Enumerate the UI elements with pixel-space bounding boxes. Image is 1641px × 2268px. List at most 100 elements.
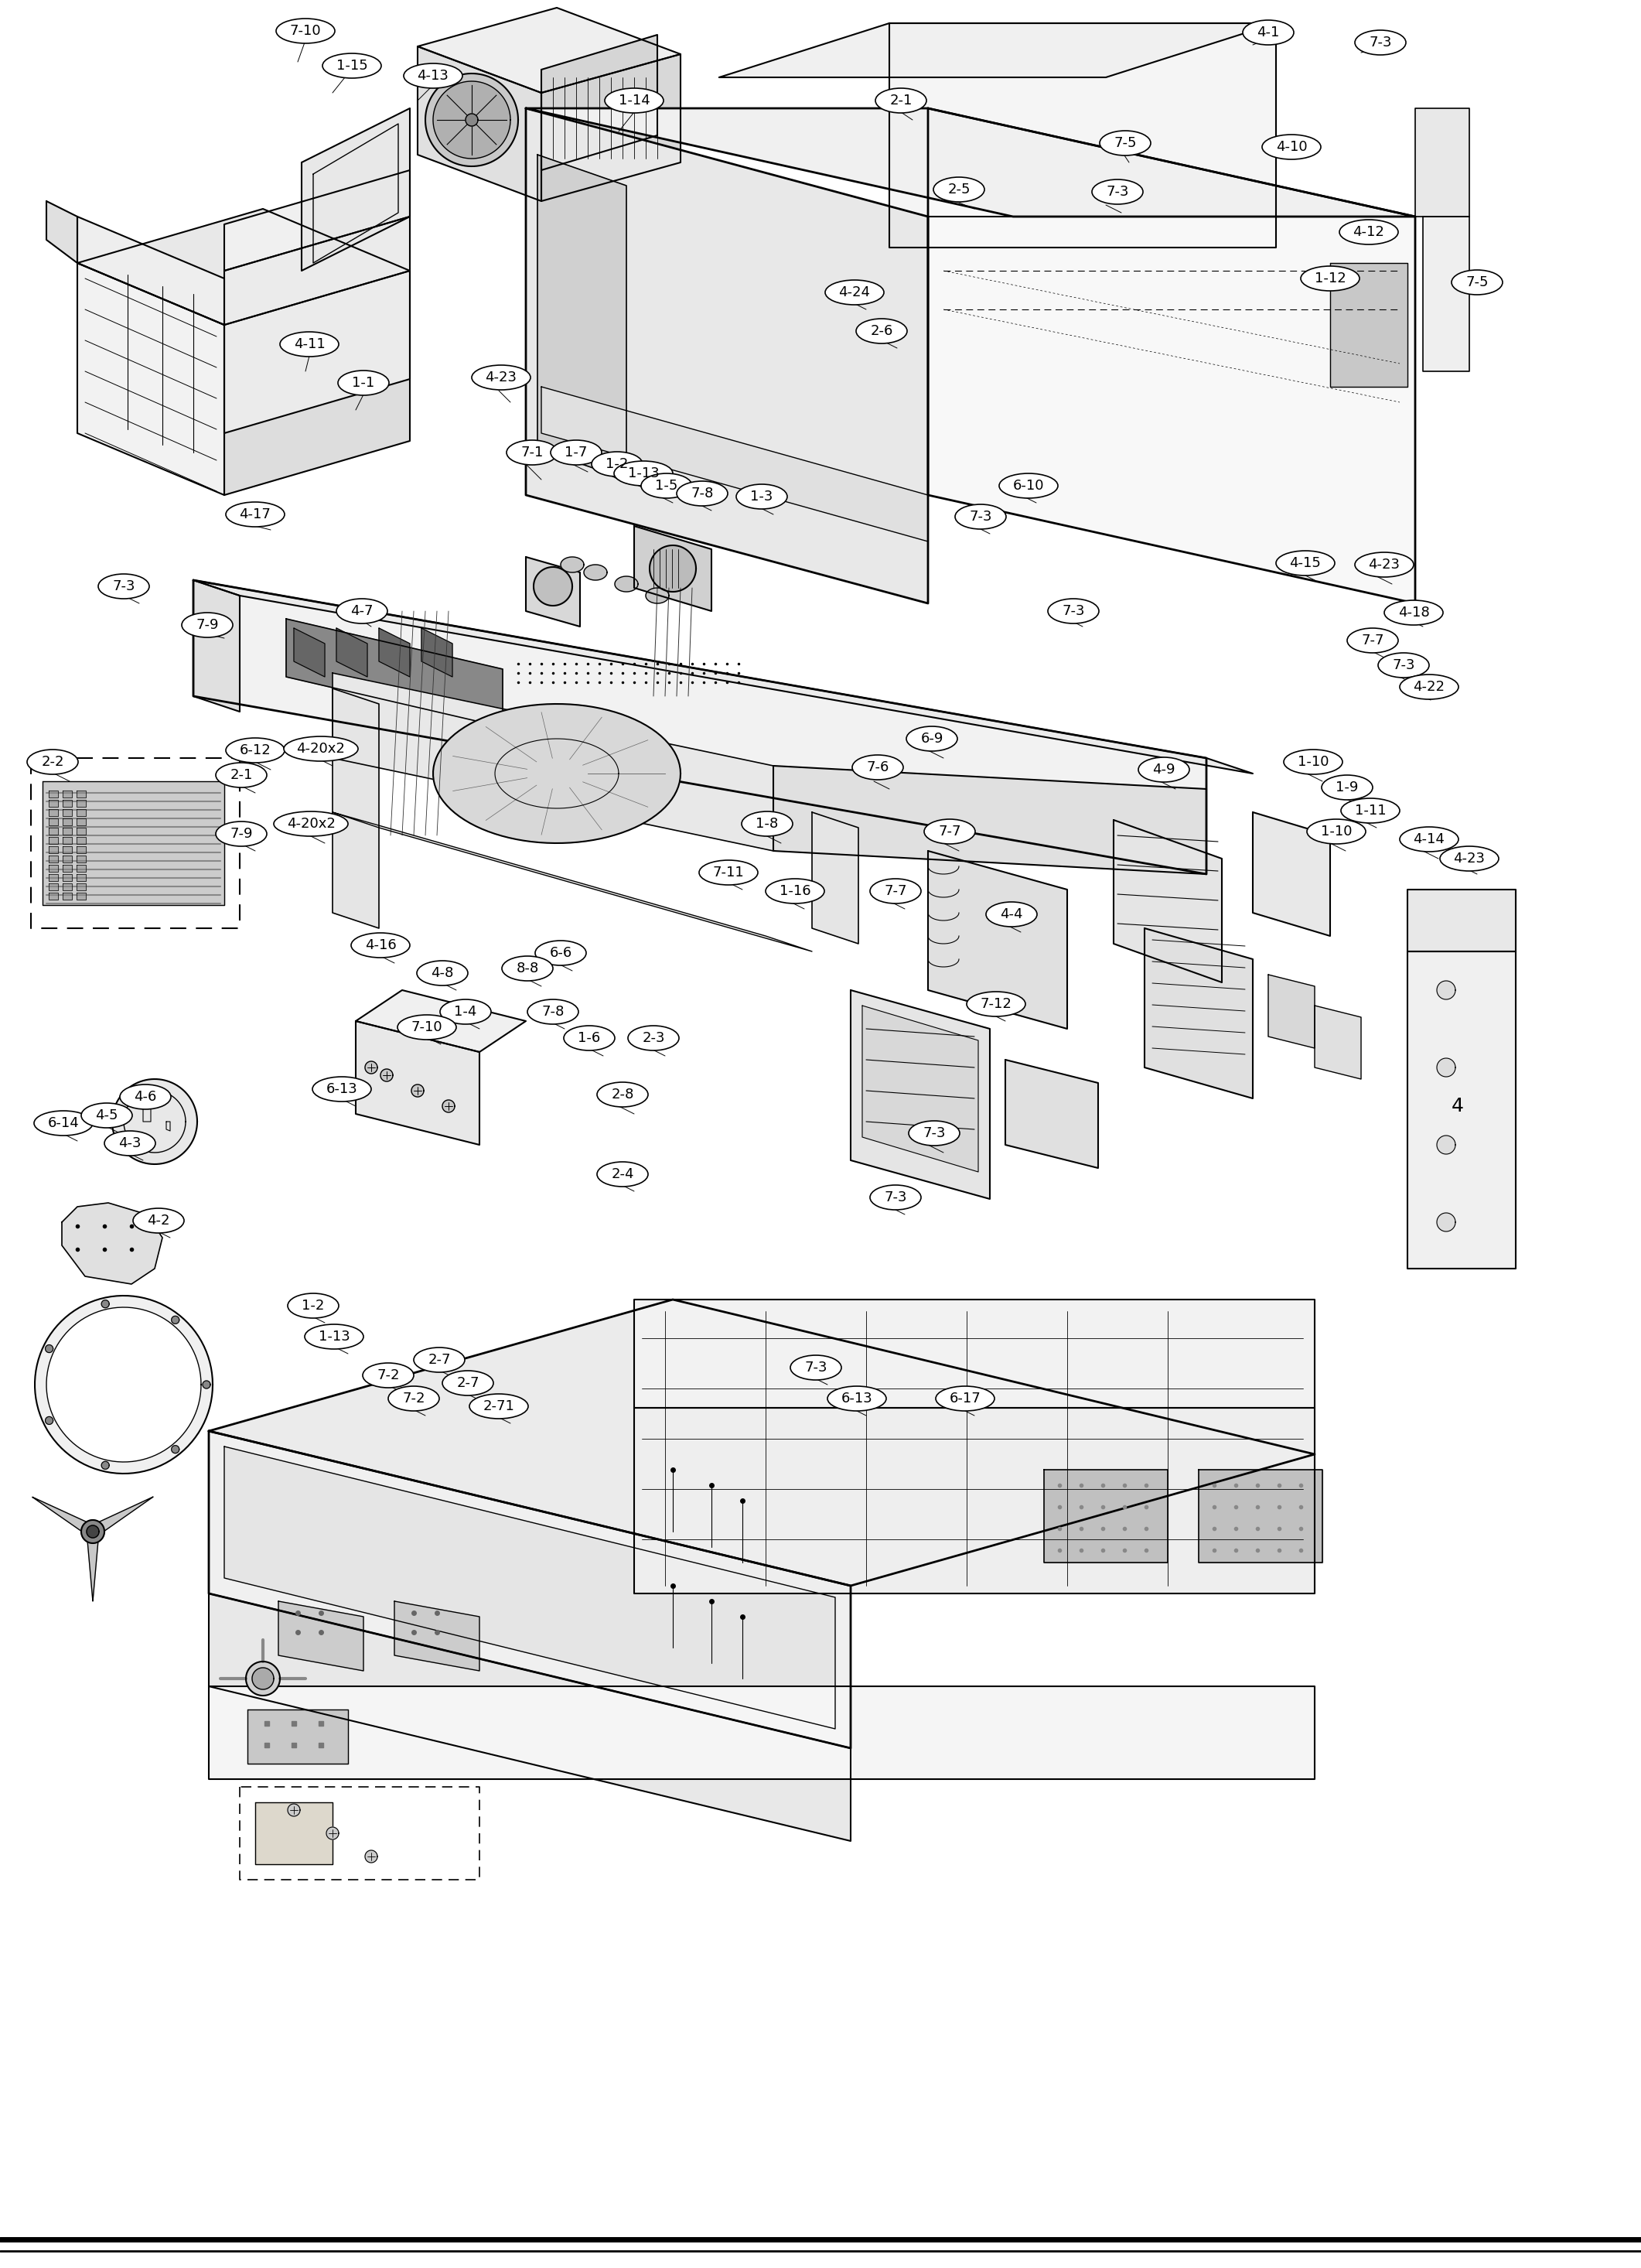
Text: 1-12: 1-12 (1314, 272, 1346, 286)
Polygon shape (417, 45, 542, 202)
Polygon shape (561, 558, 584, 572)
Polygon shape (333, 674, 773, 850)
Ellipse shape (1301, 265, 1359, 290)
Ellipse shape (469, 1395, 528, 1420)
Ellipse shape (1099, 132, 1150, 156)
Ellipse shape (699, 860, 758, 885)
Polygon shape (364, 1851, 377, 1862)
Text: 7-10: 7-10 (412, 1021, 443, 1034)
Polygon shape (381, 1068, 392, 1082)
Polygon shape (77, 215, 225, 324)
Polygon shape (379, 628, 410, 676)
Ellipse shape (1378, 653, 1429, 678)
Polygon shape (49, 855, 57, 862)
Text: 4-14: 4-14 (1413, 832, 1446, 846)
Polygon shape (1408, 953, 1516, 1268)
Text: 4-8: 4-8 (432, 966, 453, 980)
Text: 7-11: 7-11 (712, 866, 745, 880)
Polygon shape (1438, 1136, 1456, 1154)
Polygon shape (1044, 1470, 1168, 1563)
Polygon shape (356, 1021, 479, 1145)
Text: 2-5: 2-5 (947, 181, 970, 197)
Ellipse shape (999, 474, 1058, 499)
Text: 1-2: 1-2 (302, 1300, 325, 1313)
Text: 7-6: 7-6 (866, 760, 889, 773)
Text: 6-10: 6-10 (1012, 479, 1044, 492)
Polygon shape (33, 1497, 95, 1538)
Polygon shape (533, 567, 573, 606)
Polygon shape (246, 1662, 281, 1696)
Ellipse shape (527, 1000, 578, 1025)
Text: 7-2: 7-2 (402, 1393, 425, 1406)
Polygon shape (1415, 109, 1469, 215)
Polygon shape (77, 837, 85, 844)
Polygon shape (650, 544, 696, 592)
Text: 7-3: 7-3 (112, 578, 135, 594)
Text: 4-2: 4-2 (148, 1213, 171, 1227)
Polygon shape (49, 894, 57, 900)
Polygon shape (34, 1295, 213, 1474)
Polygon shape (542, 54, 681, 202)
Ellipse shape (551, 440, 602, 465)
Polygon shape (542, 388, 929, 542)
Ellipse shape (323, 54, 381, 77)
Polygon shape (525, 109, 929, 603)
Polygon shape (525, 109, 1415, 215)
Polygon shape (1114, 821, 1223, 982)
Polygon shape (279, 1601, 363, 1672)
Ellipse shape (875, 88, 927, 113)
Polygon shape (633, 1408, 1314, 1594)
Polygon shape (1438, 1059, 1456, 1077)
Text: 6-13: 6-13 (842, 1393, 873, 1406)
Ellipse shape (284, 737, 358, 762)
Ellipse shape (1355, 29, 1406, 54)
Ellipse shape (827, 1386, 886, 1411)
Text: 2-7: 2-7 (456, 1377, 479, 1390)
Polygon shape (364, 1061, 377, 1073)
Polygon shape (208, 1431, 850, 1749)
Text: 7-7: 7-7 (1362, 633, 1383, 646)
Polygon shape (1268, 975, 1314, 1048)
Polygon shape (773, 767, 1206, 873)
Text: 6-14: 6-14 (48, 1116, 79, 1129)
Text: 4-16: 4-16 (364, 939, 395, 953)
Polygon shape (62, 810, 72, 816)
Polygon shape (225, 270, 410, 494)
Polygon shape (327, 1828, 338, 1839)
Text: 1-13: 1-13 (318, 1329, 350, 1343)
Text: 1-5: 1-5 (655, 479, 678, 492)
Polygon shape (248, 1710, 348, 1765)
Polygon shape (102, 1461, 110, 1470)
Ellipse shape (967, 991, 1026, 1016)
Polygon shape (850, 991, 990, 1200)
Polygon shape (87, 1531, 98, 1601)
Ellipse shape (909, 1120, 960, 1145)
Text: 7-3: 7-3 (804, 1361, 827, 1374)
Ellipse shape (336, 599, 387, 624)
Polygon shape (253, 1667, 274, 1690)
Text: 6-13: 6-13 (327, 1082, 358, 1095)
Polygon shape (49, 846, 57, 853)
Polygon shape (294, 628, 325, 676)
Text: 4-9: 4-9 (1152, 762, 1175, 776)
Polygon shape (62, 792, 72, 798)
Ellipse shape (133, 1209, 184, 1234)
Polygon shape (525, 558, 579, 626)
Ellipse shape (404, 64, 463, 88)
Polygon shape (333, 689, 379, 928)
Ellipse shape (825, 279, 884, 304)
Ellipse shape (565, 1025, 615, 1050)
Ellipse shape (417, 962, 468, 987)
Ellipse shape (414, 1347, 464, 1372)
Text: 7-5: 7-5 (1465, 274, 1488, 290)
Ellipse shape (1049, 599, 1099, 624)
Polygon shape (49, 801, 57, 807)
Text: 4-7: 4-7 (351, 603, 373, 619)
Ellipse shape (34, 1111, 94, 1136)
Text: 2-8: 2-8 (610, 1089, 633, 1102)
Polygon shape (333, 812, 812, 953)
Polygon shape (77, 209, 410, 324)
Polygon shape (77, 819, 85, 826)
Polygon shape (62, 846, 72, 853)
Ellipse shape (363, 1363, 414, 1388)
